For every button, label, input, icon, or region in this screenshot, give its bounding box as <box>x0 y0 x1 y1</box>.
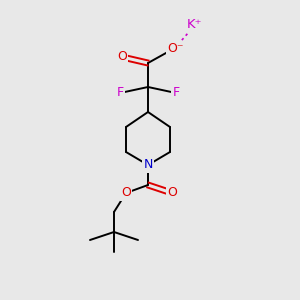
Text: F: F <box>172 86 180 100</box>
Text: K⁺: K⁺ <box>187 19 203 32</box>
Text: O: O <box>167 187 177 200</box>
Text: F: F <box>116 86 124 100</box>
Text: O⁻: O⁻ <box>167 41 183 55</box>
Text: N: N <box>143 158 153 172</box>
Text: O: O <box>121 187 131 200</box>
Text: O: O <box>117 50 127 64</box>
